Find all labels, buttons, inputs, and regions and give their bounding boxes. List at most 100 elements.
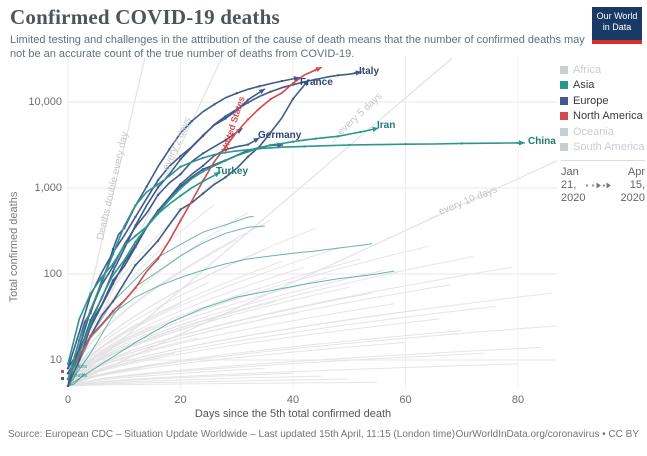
x-tick-label: 60 xyxy=(399,394,412,406)
legend-item-africa[interactable]: Africa xyxy=(560,62,646,77)
data-point-marker xyxy=(111,247,115,251)
legend-swatch-icon xyxy=(560,112,568,120)
minor-country-line xyxy=(67,215,254,387)
arrowhead-icon xyxy=(213,172,221,178)
arrowhead-icon xyxy=(293,76,300,82)
background-country-line xyxy=(67,292,552,387)
data-point-marker xyxy=(201,180,205,183)
legend-item-oceania[interactable]: Oceania xyxy=(560,124,646,139)
legend-item-label: Europe xyxy=(573,94,609,107)
data-point-marker xyxy=(224,159,227,162)
legend-item-label: Africa xyxy=(573,63,602,76)
arrowhead-icon xyxy=(355,70,362,76)
minor-country-line xyxy=(67,225,265,387)
background-country-line xyxy=(67,352,485,387)
background-country-line xyxy=(67,266,305,387)
data-point-marker xyxy=(201,168,205,171)
data-point-marker xyxy=(89,323,92,326)
data-point-marker xyxy=(179,154,182,158)
data-point-marker xyxy=(201,156,205,160)
owid-logo[interactable]: Our World in Data xyxy=(592,7,642,44)
credit-link[interactable]: OurWorldInData.org/coronavirus • CC BY xyxy=(455,429,639,440)
background-country-line xyxy=(67,305,496,387)
data-point-marker xyxy=(134,204,137,207)
tiny-annotation-label: deaths xyxy=(72,364,88,370)
y-tick-label: 1,000 xyxy=(34,182,62,194)
data-point-marker xyxy=(224,115,227,118)
data-point-marker xyxy=(314,78,317,81)
y-tick-label: 10,000 xyxy=(28,96,62,108)
country-line-italy[interactable] xyxy=(67,72,356,374)
legend-swatch-icon xyxy=(560,65,568,74)
data-point-marker xyxy=(145,185,148,188)
country-label-germany: Germany xyxy=(258,130,302,141)
background-country-line xyxy=(67,378,350,387)
country-line-netherlands[interactable] xyxy=(67,144,277,387)
country-line-iran[interactable] xyxy=(67,128,372,380)
y-axis-title: Total confirmed deaths xyxy=(8,191,20,303)
doubling-guide-line xyxy=(67,160,558,387)
data-point-marker xyxy=(359,130,362,134)
data-point-marker xyxy=(246,155,250,158)
data-point-marker xyxy=(111,265,115,268)
data-point-marker xyxy=(156,186,160,189)
country-line-united-kingdom[interactable] xyxy=(67,91,260,369)
data-point-marker xyxy=(348,143,351,147)
tiny-marker xyxy=(61,370,64,373)
timeline-slider[interactable] xyxy=(585,181,612,190)
legend-divider xyxy=(561,160,645,161)
data-point-marker xyxy=(179,187,182,190)
x-tick-label: 0 xyxy=(64,394,72,406)
legend-swatch-icon xyxy=(560,143,568,151)
timeline-start-date[interactable]: Jan 21, 2020 xyxy=(561,166,586,204)
legend-swatch-icon xyxy=(560,96,568,105)
data-point-marker xyxy=(156,212,160,215)
country-label-china: China xyxy=(528,136,556,147)
legend-item-asia[interactable]: Asia xyxy=(560,78,646,93)
arrowhead-icon xyxy=(519,140,525,146)
data-point-marker xyxy=(134,225,137,229)
data-point-marker xyxy=(246,118,250,121)
data-point-marker xyxy=(314,137,317,140)
timeline-play-icon xyxy=(606,182,611,189)
country-line-turkey[interactable] xyxy=(67,174,215,365)
tiny-marker xyxy=(61,377,64,380)
country-line-china[interactable] xyxy=(67,142,519,380)
legend-item-south-america[interactable]: South America xyxy=(560,140,646,155)
background-country-line xyxy=(67,372,294,387)
background-country-line xyxy=(67,311,299,387)
legend-item-europe[interactable]: Europe xyxy=(560,93,646,108)
tiny-annotation-label: deaths xyxy=(72,373,88,379)
background-country-line xyxy=(67,367,142,387)
data-point-marker xyxy=(224,139,227,142)
data-point-marker xyxy=(134,244,137,247)
owid-logo-line2: in Data xyxy=(602,22,632,32)
country-label-iran: Iran xyxy=(377,120,396,131)
data-point-marker xyxy=(201,170,205,173)
country-line-france[interactable] xyxy=(67,84,305,374)
data-point-marker xyxy=(460,142,463,145)
data-point-marker xyxy=(190,120,193,123)
data-point-marker xyxy=(291,97,295,101)
background-country-line xyxy=(67,303,395,387)
legend-item-north-america[interactable]: North America xyxy=(560,109,646,124)
x-axis-title: Days since the 5th total confirmed death xyxy=(194,408,392,420)
background-country-line xyxy=(67,325,558,387)
data-point-marker xyxy=(89,334,92,338)
x-tick-label: 20 xyxy=(174,394,187,406)
background-country-line xyxy=(67,381,378,387)
country-line-united-states[interactable] xyxy=(67,69,316,380)
data-point-marker xyxy=(89,308,92,312)
data-point-marker xyxy=(66,372,70,375)
data-point-marker xyxy=(246,150,250,153)
background-country-line xyxy=(67,239,238,387)
timeline-end-date[interactable]: Apr 15, 2020 xyxy=(620,166,645,204)
arrowhead-icon xyxy=(315,67,322,72)
data-point-marker xyxy=(179,219,182,222)
data-point-marker xyxy=(179,194,182,197)
timeline-play-icon xyxy=(596,182,601,189)
data-point-marker xyxy=(134,263,137,267)
minor-country-line xyxy=(67,270,395,387)
source-note: Source: European CDC – Situation Update … xyxy=(8,429,456,440)
